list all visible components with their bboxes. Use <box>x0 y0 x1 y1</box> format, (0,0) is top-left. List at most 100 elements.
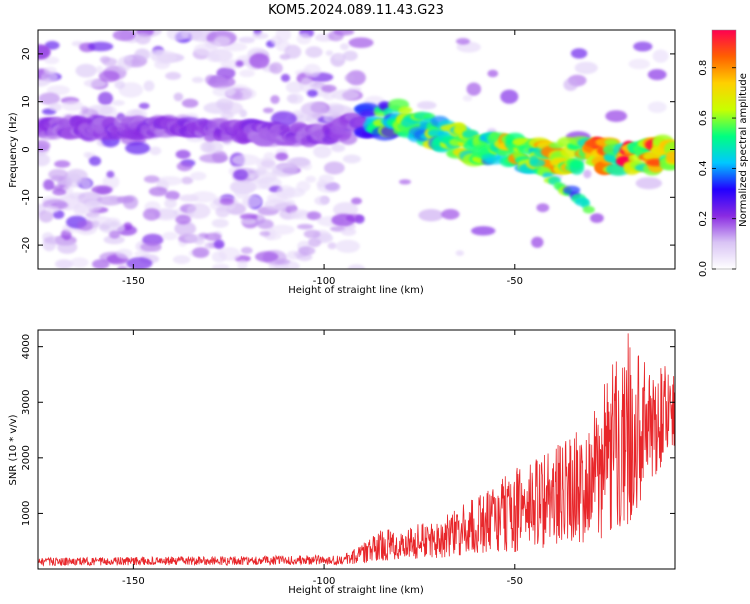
heatmap-cell <box>123 222 133 231</box>
heatmap-cell <box>462 95 473 102</box>
heatmap-cell <box>237 259 248 269</box>
heatmap-cell <box>181 98 199 108</box>
heatmap-cell <box>487 69 499 78</box>
heatmap-cell <box>175 149 191 159</box>
x-tick-label: -100 <box>313 576 336 587</box>
heatmap-cell <box>331 213 356 227</box>
heatmap-cell <box>148 186 168 197</box>
heatmap-cell <box>331 89 360 101</box>
colorbar-tick-label: 0.8 <box>698 60 709 76</box>
heatmap-cell <box>271 164 299 176</box>
heatmap-cell <box>542 172 553 179</box>
heatmap-cell <box>151 50 177 65</box>
heatmap-cell <box>143 175 160 183</box>
heatmap-cell <box>200 142 213 153</box>
heatmap-cell <box>248 179 271 190</box>
heatmap-cell <box>285 81 304 94</box>
spectrogram-y-label: Frequency (Hz) <box>8 112 19 188</box>
heatmap-cell <box>38 140 51 152</box>
heatmap-cell <box>38 92 61 105</box>
heatmap-cell <box>134 48 151 61</box>
heatmap-cell <box>342 154 361 164</box>
heatmap-cell <box>98 70 120 83</box>
heatmap-cell <box>269 224 295 235</box>
heatmap-cell <box>233 169 249 181</box>
heatmap-cell <box>284 44 302 59</box>
heatmap-cell <box>44 56 60 65</box>
heatmap-cell <box>156 176 183 186</box>
heatmap-cell <box>333 30 355 36</box>
heatmap-cell <box>164 198 177 209</box>
snr-y-ticks: 1000 2000 3000 4000 <box>21 334 675 526</box>
heatmap-cell <box>135 33 151 45</box>
heatmap-cell <box>285 199 296 206</box>
heatmap-cell <box>109 230 121 239</box>
heatmap-cell <box>327 242 337 250</box>
heatmap-cell <box>88 156 102 166</box>
colorbar-tick-label: 0.2 <box>698 211 709 227</box>
heatmap-cell <box>83 151 92 158</box>
snr-series-line <box>38 333 675 567</box>
heatmap-cell <box>348 37 374 48</box>
spectrogram-x-ticks: -150 -100 -50 <box>122 30 523 287</box>
heatmap-cell <box>87 41 114 52</box>
heatmap-cell <box>297 223 314 230</box>
heatmap-cell <box>306 211 322 221</box>
x-tick-label: -150 <box>122 576 145 587</box>
heatmap-cell <box>61 100 84 112</box>
heatmap-cell <box>300 101 329 117</box>
heatmap-cell <box>219 197 234 206</box>
heatmap-cell <box>252 32 269 40</box>
heatmap-cell <box>235 60 244 67</box>
heatmap-cell <box>280 73 291 82</box>
snr-x-label: Height of straight line (km) <box>288 585 424 596</box>
heatmap-cell <box>325 50 334 56</box>
heatmap-cell <box>398 106 413 115</box>
heatmap-cell <box>191 76 204 83</box>
heatmap-cell <box>46 85 70 96</box>
heatmap-cell <box>455 250 464 256</box>
heatmap-cell <box>531 236 544 248</box>
heatmap-cell <box>306 89 318 98</box>
heatmap-cell <box>288 93 304 105</box>
spectrogram-y-ticks: -20 -10 0 10 20 <box>21 48 675 253</box>
heatmap-cell <box>199 153 229 163</box>
heatmap-cell <box>635 177 662 190</box>
heatmap-cell <box>242 195 262 208</box>
y-tick-label: 0 <box>21 146 32 152</box>
spectrogram-x-label: Height of straight line (km) <box>288 285 424 296</box>
heatmap-cell <box>192 247 210 258</box>
heatmap-cell <box>112 30 137 41</box>
heatmap-cell <box>174 221 197 236</box>
heatmap-cell <box>340 43 349 51</box>
heatmap-cell <box>46 205 60 214</box>
heatmap-cell <box>378 101 392 110</box>
heatmap-cell <box>333 202 359 218</box>
heatmap-cell <box>140 242 162 252</box>
heatmap-cell <box>212 263 230 269</box>
snr-x-ticks: -150 -100 -50 <box>122 330 523 587</box>
heatmap-cell <box>74 203 94 214</box>
heatmap-cell <box>471 226 496 236</box>
heatmap-cell <box>96 195 123 206</box>
heatmap-cell <box>176 161 193 172</box>
y-tick-label: 20 <box>21 48 32 61</box>
heatmap-cell <box>190 171 207 181</box>
heatmap-cell <box>143 80 155 92</box>
heatmap-cell <box>300 77 315 93</box>
heatmap-cell <box>351 197 362 205</box>
colorbar-tick-label: 0.6 <box>698 110 709 126</box>
heatmap-cell <box>122 195 139 210</box>
heatmap-cell <box>155 212 177 221</box>
colorbar-tick-label: 0.4 <box>698 160 709 176</box>
heatmap-cell <box>142 208 161 221</box>
heatmap-cell <box>333 53 346 61</box>
heatmap-cell <box>114 80 125 89</box>
heatmap-cell <box>83 78 107 88</box>
heatmap-cell <box>44 236 65 245</box>
heatmap-cell <box>441 209 460 220</box>
heatmap-cell <box>175 214 192 225</box>
heatmap-cell <box>269 62 283 74</box>
heatmap-cell <box>256 157 276 171</box>
